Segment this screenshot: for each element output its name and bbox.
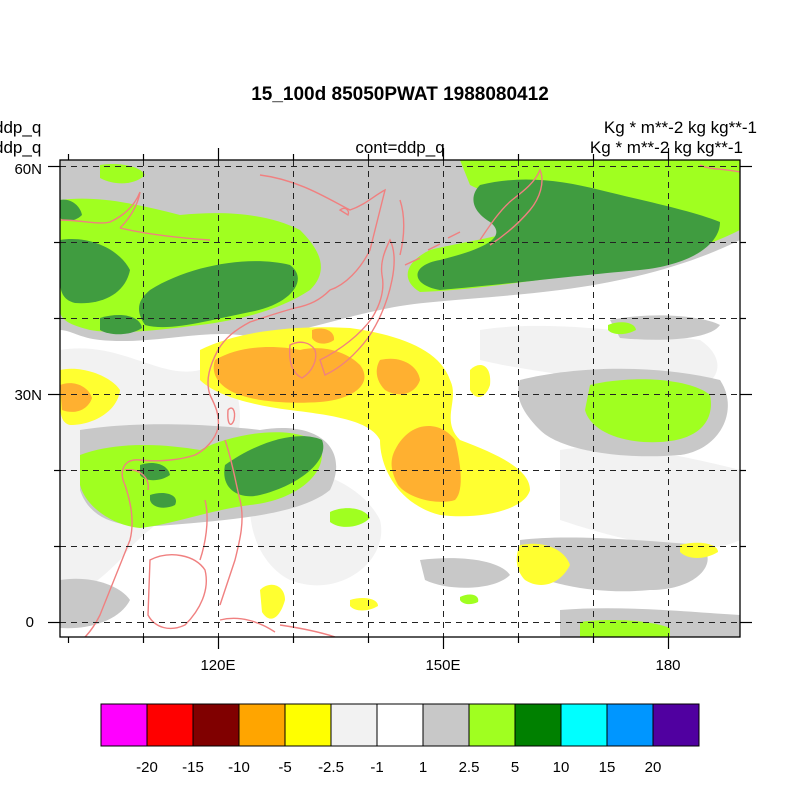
colorbar-box [606, 703, 654, 747]
colorbar-box [238, 703, 286, 747]
lon-label-150e: 150E [425, 657, 460, 674]
contour-fields [60, 160, 740, 637]
units-label-2: Kg * m**-2 kg kg**-1 [589, 138, 743, 157]
plot-title: 15_100d 85050PWAT 1988080412 [251, 84, 549, 105]
colorbar-label: -15 [182, 759, 204, 776]
left-label-1: ddp_q [0, 118, 42, 137]
colorbar-labels: -20 -15 -10 -5 -2.5 -1 1 2.5 5 10 15 20 [136, 759, 661, 776]
left-label-2: ddp_q [0, 138, 42, 157]
sakhalin-coastline [399, 199, 405, 256]
field-orange [213, 347, 365, 403]
philippines-coastline [199, 439, 243, 606]
taiwan-coastline [227, 407, 236, 426]
coastlines [60, 164, 740, 637]
colorbar-label: -5 [278, 759, 291, 776]
colorbar-box [376, 703, 424, 747]
units-label-1: Kg * m**-2 kg kg**-1 [603, 118, 757, 137]
map-frame [59, 159, 741, 638]
lon-label-120e: 120E [200, 657, 235, 674]
colorbar-box [284, 703, 332, 747]
lon-label-180: 180 [655, 657, 680, 674]
colorbar-label: 20 [645, 759, 662, 776]
kuril-islands [404, 231, 461, 266]
colorbar-box [146, 703, 194, 747]
colorbar-box [192, 703, 240, 747]
china-inland [119, 227, 211, 241]
lat-label-60n: 60N [14, 161, 42, 178]
small-island [338, 207, 350, 217]
colorbar-label: 15 [599, 759, 616, 776]
korea-coastline [288, 341, 317, 379]
colorbar [100, 703, 700, 747]
lat-label-0: 0 [26, 614, 34, 631]
lat-label-30n: 30N [14, 387, 42, 404]
colorbar-label: 10 [553, 759, 570, 776]
colorbar-label: 1 [419, 759, 427, 776]
colorbar-label: 5 [511, 759, 519, 776]
asia-coastline [60, 174, 387, 637]
gridlines [60, 160, 740, 637]
tick-marks [48, 148, 752, 649]
colorbar-box [560, 703, 608, 747]
bay-coastline [124, 469, 149, 491]
field-dark-green [417, 179, 720, 290]
contour-label: cont=ddp_q [355, 138, 445, 157]
colorbar-box [652, 703, 700, 747]
colorbar-label: -10 [228, 759, 250, 776]
borneo-coastline [147, 554, 207, 630]
colorbar-box [100, 703, 148, 747]
kamchatka-coastline [479, 168, 543, 246]
indonesia-coastline [219, 617, 336, 637]
colorbar-box [330, 703, 378, 747]
colorbar-label: -20 [136, 759, 158, 776]
colorbar-box [422, 703, 470, 747]
colorbar-box [514, 703, 562, 747]
colorbar-label: -1 [370, 759, 383, 776]
colorbar-box [468, 703, 516, 747]
colorbar-label: -2.5 [318, 759, 344, 776]
colorbar-label: 2.5 [459, 759, 480, 776]
